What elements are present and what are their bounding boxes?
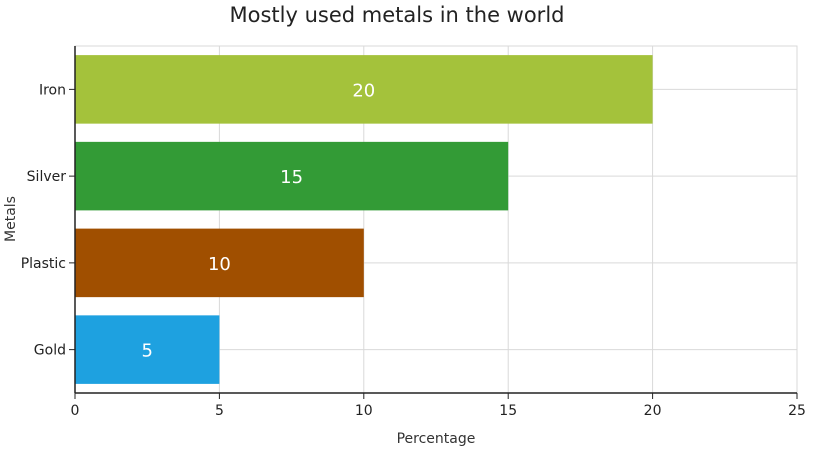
y-axis-label: Metals: [3, 196, 19, 242]
y-tick-label: Plastic: [21, 256, 66, 272]
y-tick-label: Gold: [34, 343, 66, 359]
x-tick-label: 20: [644, 403, 662, 419]
data-label-plastic: 10: [208, 254, 231, 275]
x-tick-label: 0: [71, 403, 80, 419]
bar-silver: [75, 141, 509, 211]
data-label-iron: 20: [352, 80, 375, 101]
data-label-silver: 15: [280, 167, 303, 188]
data-label-gold: 5: [141, 341, 152, 362]
y-tick-label: Iron: [39, 82, 66, 98]
x-tick-label: 10: [355, 403, 373, 419]
x-axis-label: Percentage: [397, 431, 476, 447]
x-tick-label: 15: [499, 403, 517, 419]
axes: 0 5 10 15 20 25 Iron Silver Plastic Gold: [21, 46, 806, 419]
chart-title: Mostly used metals in the world: [230, 3, 565, 27]
x-tick-label: 5: [215, 403, 224, 419]
bar-plastic: [75, 228, 364, 298]
y-tick-label: Silver: [27, 169, 67, 185]
bar-iron: [75, 55, 653, 124]
bar-gold: [75, 315, 220, 384]
x-tick-label: 25: [788, 403, 806, 419]
bars: 20 15 10 5: [75, 55, 653, 384]
